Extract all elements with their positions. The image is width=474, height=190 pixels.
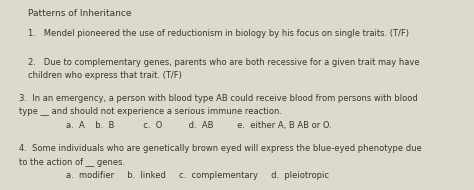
Text: a.  modifier     b.  linked     c.  complementary     d.  pleiotropic: a. modifier b. linked c. complementary d… bbox=[66, 171, 329, 180]
Text: 2.   Due to complementary genes, parents who are both recessive for a given trai: 2. Due to complementary genes, parents w… bbox=[28, 58, 420, 67]
Text: children who express that trait. (T/F): children who express that trait. (T/F) bbox=[28, 71, 182, 80]
Text: a.  A    b.  B           c.  O          d.  AB         e.  either A, B AB or O.: a. A b. B c. O d. AB e. either A, B AB o… bbox=[66, 121, 332, 130]
Text: 3.  In an emergency, a person with blood type AB could receive blood from person: 3. In an emergency, a person with blood … bbox=[19, 94, 418, 103]
Text: 4.  Some individuals who are genetically brown eyed will express the blue-eyed p: 4. Some individuals who are genetically … bbox=[19, 144, 422, 153]
Text: to the action of __ genes.: to the action of __ genes. bbox=[19, 158, 125, 167]
Text: Patterns of Inheritance: Patterns of Inheritance bbox=[28, 9, 132, 17]
Text: 1.   Mendel pioneered the use of reductionism in biology by his focus on single : 1. Mendel pioneered the use of reduction… bbox=[28, 29, 410, 38]
Text: type __ and should not experience a serious immune reaction.: type __ and should not experience a seri… bbox=[19, 107, 282, 116]
